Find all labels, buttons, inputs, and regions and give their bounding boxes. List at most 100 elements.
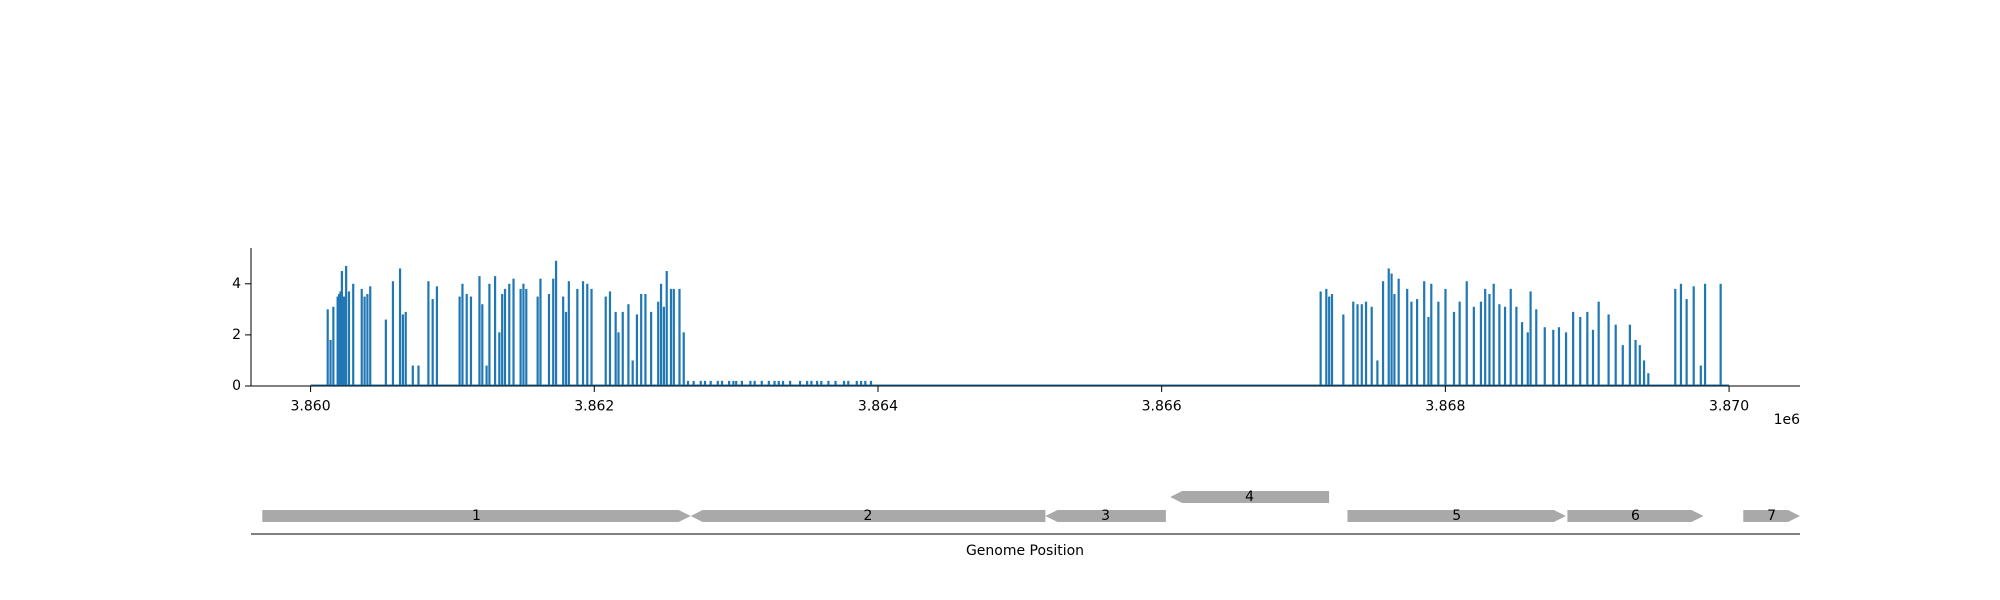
y-tick-label: 2: [232, 327, 241, 343]
coverage-bar: [1621, 345, 1624, 386]
coverage-bar: [640, 294, 643, 386]
coverage-bar: [342, 296, 346, 386]
coverage-panel: 0 2 4 3.860 3.862 3.864 3.866 3.868 3.870 1e6: [232, 248, 1800, 428]
x-tick-label: 3.866: [1142, 399, 1182, 415]
coverage-bar: [352, 283, 355, 386]
coverage-bar: [1634, 340, 1637, 386]
coverage-bar: [1488, 294, 1491, 386]
coverage-bar: [1647, 373, 1650, 386]
coverage-bar: [1397, 278, 1400, 386]
y-tick-label: 0: [232, 378, 241, 394]
gene-label: 7: [1767, 508, 1776, 524]
coverage-bar: [859, 380, 863, 386]
coverage-bar: [435, 286, 439, 386]
coverage-bar: [332, 306, 335, 386]
coverage-bar: [869, 380, 873, 386]
coverage-bar: [1703, 283, 1707, 386]
x-tick-label: 3.868: [1425, 399, 1465, 415]
coverage-bar: [686, 380, 690, 386]
coverage-bar: [336, 296, 339, 386]
coverage-bar: [1674, 288, 1677, 386]
coverage-bar: [810, 380, 813, 386]
coverage-bar: [547, 294, 551, 386]
coverage-bar: [703, 380, 707, 386]
gene-arrow: [262, 510, 691, 522]
coverage-bar: [1638, 345, 1641, 386]
coverage-bar: [417, 365, 420, 386]
coverage-bar: [401, 314, 404, 386]
coverage-bar: [1393, 294, 1396, 386]
coverage-bar: [631, 360, 634, 386]
coverage-bar: [481, 304, 484, 386]
coverage-bar: [672, 288, 675, 386]
coverage-bar: [1628, 324, 1631, 386]
coverage-bar: [1416, 299, 1419, 386]
coverage-bar: [525, 288, 528, 386]
coverage-bar: [384, 319, 387, 386]
y-axis-ticks: 0 2 4: [232, 276, 251, 394]
coverage-bar: [363, 296, 366, 386]
gene-arrow: [1567, 510, 1704, 522]
coverage-bar: [1325, 288, 1328, 386]
coverage-bar: [617, 332, 620, 386]
coverage-bar: [519, 288, 522, 386]
coverage-bar: [1552, 329, 1555, 386]
gene-label: 1: [472, 508, 481, 524]
gene-arrow: [690, 510, 1046, 522]
coverage-bar: [1352, 301, 1355, 386]
coverage-bar: [1406, 288, 1409, 386]
coverage-bar: [665, 271, 668, 386]
coverage-bar: [503, 288, 507, 386]
x-tick-label: 3.864: [858, 399, 898, 415]
coverage-bar: [339, 291, 342, 386]
coverage-bar: [699, 380, 702, 386]
coverage-bar: [1364, 301, 1368, 386]
coverage-bar: [753, 380, 756, 386]
coverage-bar: [369, 286, 372, 386]
coverage-bar: [1444, 288, 1447, 386]
coverage-bar: [1370, 306, 1373, 386]
y-tick-label: 4: [232, 276, 241, 292]
coverage-bar: [508, 283, 511, 386]
x-tick-label: 3.870: [1709, 399, 1749, 415]
coverage-bar: [1410, 301, 1413, 386]
coverage-bar: [411, 365, 414, 386]
coverage-bar: [1607, 314, 1610, 386]
coverage-bar: [345, 265, 348, 386]
coverage-bar: [493, 276, 497, 386]
coverage-bar: [842, 380, 846, 386]
coverage-bar: [1465, 281, 1468, 386]
coverage-bars: [310, 260, 1730, 387]
coverage-bar: [662, 306, 665, 386]
coverage-bar: [635, 314, 639, 386]
gene-label: 4: [1245, 489, 1254, 505]
gene-arrow: [1170, 491, 1330, 503]
coverage-bar: [1699, 365, 1702, 386]
coverage-bar: [329, 340, 332, 386]
coverage-bar: [820, 380, 823, 386]
coverage-bar: [1430, 283, 1433, 386]
coverage-bar: [488, 283, 491, 386]
coverage-bar: [485, 365, 488, 386]
x-axis-title: Genome Position: [966, 543, 1084, 559]
gene-track-panel: 1 2 3 4 5 6 7 Genome Position: [251, 489, 1800, 559]
coverage-bar: [728, 380, 731, 386]
coverage-bar: [815, 380, 819, 386]
coverage-bar: [1509, 288, 1512, 386]
coverage-bar: [586, 283, 589, 386]
coverage-bar: [478, 276, 481, 386]
coverage-bar: [1479, 301, 1483, 386]
coverage-bar: [567, 281, 570, 386]
coverage-bar: [552, 278, 555, 386]
gene-label: 6: [1631, 508, 1640, 524]
coverage-bar: [1564, 332, 1568, 386]
coverage-bar: [773, 380, 776, 386]
gene-label: 2: [864, 508, 873, 524]
coverage-bar: [1484, 288, 1487, 386]
coverage-bar: [1692, 286, 1695, 386]
coverage-bar: [398, 268, 402, 386]
coverage-bar: [1423, 281, 1426, 386]
coverage-bar: [347, 291, 351, 386]
coverage-bar: [391, 281, 395, 386]
